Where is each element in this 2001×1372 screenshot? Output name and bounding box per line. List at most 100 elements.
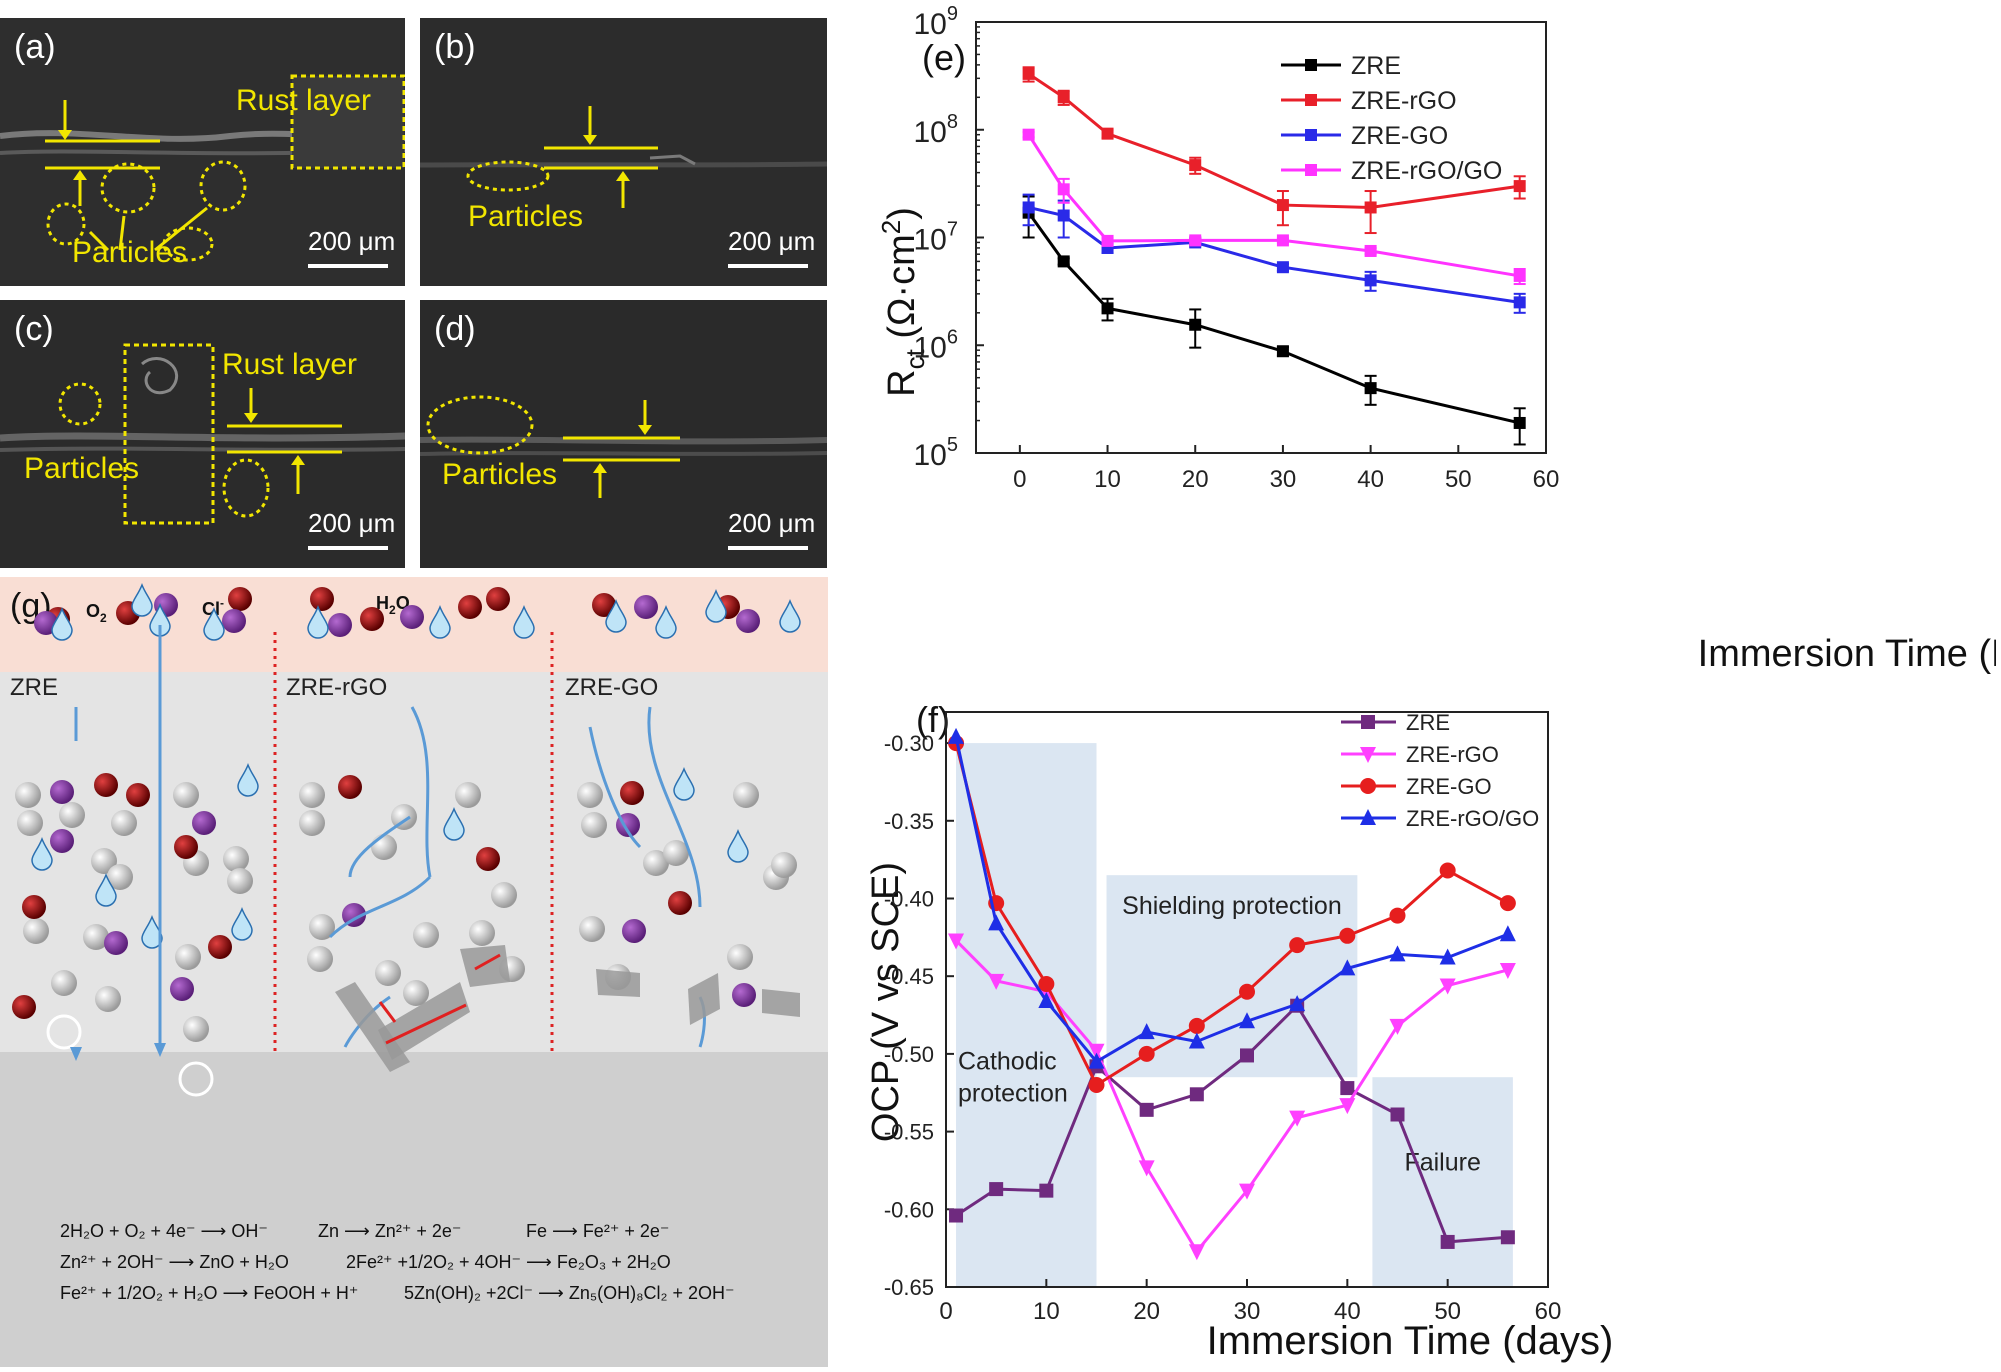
data-point-e bbox=[1022, 201, 1035, 214]
data-point-f bbox=[1439, 978, 1456, 995]
white-particle bbox=[469, 920, 495, 946]
purple-particle bbox=[328, 613, 352, 637]
red-particle bbox=[126, 783, 150, 807]
scale-label-d: 200 μm bbox=[728, 508, 816, 538]
sem-panel-d: (d) Particles 200 μm bbox=[420, 300, 827, 568]
equation-6: Fe²⁺ + 1/2O₂ + H₂O ⟶ FeOOH + H⁺ bbox=[60, 1283, 358, 1303]
data-point-e bbox=[1101, 127, 1114, 140]
red-particle bbox=[228, 587, 252, 611]
x-tick-label-e: 10 bbox=[1094, 466, 1121, 493]
purple-particle bbox=[342, 903, 366, 927]
data-point-e bbox=[1513, 416, 1526, 429]
equation-5: 2Fe²⁺ +1/2O₂ + 4OH⁻ ⟶ Fe₂O₃ + 2H₂O bbox=[346, 1252, 671, 1272]
legend-label-e: ZRE-rGO bbox=[1351, 87, 1457, 115]
diffusion-path bbox=[588, 726, 642, 849]
water-drop bbox=[443, 806, 465, 841]
x-tick-label-f: 40 bbox=[1334, 1298, 1361, 1325]
white-particle bbox=[111, 810, 137, 836]
graphene-sheet bbox=[688, 973, 720, 1025]
sem-panel-a: (a) Rust layer Particles 200 μm bbox=[0, 18, 405, 286]
y-tick-label-f: -0.35 bbox=[884, 809, 934, 834]
sem-panel-b: (b) Particles 200 μm bbox=[420, 18, 827, 286]
water-drop bbox=[51, 606, 73, 641]
purple-particle bbox=[50, 829, 74, 853]
white-particle bbox=[581, 812, 607, 838]
highlight-ring bbox=[178, 1061, 214, 1097]
water-drop bbox=[31, 836, 53, 871]
data-point-f bbox=[1499, 962, 1516, 979]
scale-bar-c bbox=[308, 546, 388, 550]
particles-label-b: Particles bbox=[468, 200, 584, 233]
legend-label-e: ZRE bbox=[1351, 52, 1401, 80]
red-tie bbox=[385, 1003, 467, 1045]
data-point-e bbox=[1057, 255, 1070, 268]
graphene-sheet bbox=[762, 989, 800, 1017]
white-particle bbox=[309, 914, 335, 940]
scale-bar-d bbox=[728, 546, 808, 550]
legend-label-f: ZRE bbox=[1406, 710, 1450, 735]
o2-text: O bbox=[86, 601, 100, 621]
y-tick-exp-e: 8 bbox=[947, 111, 958, 133]
scale-label-a: 200 μm bbox=[308, 226, 396, 256]
y-axis-title-f: OCP (V vs SCE) bbox=[865, 862, 907, 1142]
data-point-f bbox=[988, 914, 1005, 931]
x-tick-label-e: 0 bbox=[1013, 466, 1026, 493]
y-axis-title-e: Rct (Ω·cm2) bbox=[876, 207, 930, 397]
equation-2: Zn ⟶ Zn²⁺ + 2e⁻ bbox=[318, 1221, 461, 1241]
data-point-f bbox=[1138, 1160, 1155, 1177]
white-particle bbox=[403, 980, 429, 1006]
data-point-f bbox=[1289, 995, 1306, 1012]
region-e-1 bbox=[1106, 875, 1358, 1078]
panel-label-e: (e) bbox=[922, 37, 966, 78]
white-particle bbox=[173, 782, 199, 808]
data-point-f bbox=[1239, 1012, 1255, 1029]
y-tick-base-e: 10 bbox=[914, 439, 947, 472]
water-drop bbox=[727, 828, 749, 863]
section-label-zre-rgo: ZRE-rGO bbox=[286, 674, 387, 701]
water-drop bbox=[231, 906, 253, 941]
data-point-e bbox=[1057, 209, 1070, 222]
data-point-e bbox=[1364, 274, 1377, 287]
water-drop bbox=[95, 872, 117, 907]
diffusion-path bbox=[410, 706, 432, 878]
y-tick-label-e: 105 bbox=[914, 434, 959, 472]
diffusion-path bbox=[647, 706, 702, 908]
data-point-f bbox=[1439, 862, 1456, 879]
water-drop bbox=[655, 604, 677, 639]
o2-label: O2 bbox=[86, 601, 107, 625]
red-particle bbox=[620, 781, 644, 805]
data-point-f bbox=[1188, 1244, 1205, 1261]
purple-particle bbox=[50, 780, 74, 804]
data-point-e bbox=[1364, 244, 1377, 257]
data-point-f bbox=[1139, 1102, 1154, 1117]
y-tick-label-e: 107 bbox=[914, 219, 959, 257]
data-point-f bbox=[1038, 992, 1055, 1009]
data-point-f bbox=[1088, 1052, 1105, 1069]
data-point-f bbox=[1339, 1098, 1356, 1115]
data-point-f bbox=[1439, 948, 1456, 965]
purple-particle bbox=[622, 919, 646, 943]
data-point-f bbox=[989, 1182, 1004, 1197]
white-particle bbox=[371, 834, 397, 860]
purple-particle bbox=[400, 605, 424, 629]
y-tick-label-e: 109 bbox=[914, 3, 959, 41]
red-particle bbox=[310, 587, 334, 611]
data-point-f bbox=[988, 973, 1005, 990]
data-point-f bbox=[1088, 1043, 1105, 1060]
sem-panel-c: (c) Rust layer Particles 200 μm bbox=[0, 300, 405, 568]
data-point-e bbox=[1189, 234, 1202, 247]
y-tick-label-f: -0.60 bbox=[884, 1197, 934, 1222]
y-tick-label-e: 106 bbox=[914, 326, 959, 364]
white-particle bbox=[375, 960, 401, 986]
data-point-f bbox=[1138, 1023, 1155, 1040]
x-tick-label-f: 20 bbox=[1133, 1298, 1160, 1325]
data-point-f bbox=[1038, 975, 1055, 992]
data-point-e bbox=[1276, 261, 1289, 274]
legend-label-f: ZRE-rGO/GO bbox=[1406, 806, 1539, 831]
data-point-f bbox=[1499, 895, 1516, 912]
data-point-e bbox=[1276, 234, 1289, 247]
legend-label-f: ZRE-GO bbox=[1406, 774, 1492, 799]
arrowhead bbox=[154, 1043, 166, 1057]
y-tick-base-e: 10 bbox=[914, 8, 947, 41]
data-point-f bbox=[1389, 907, 1406, 924]
